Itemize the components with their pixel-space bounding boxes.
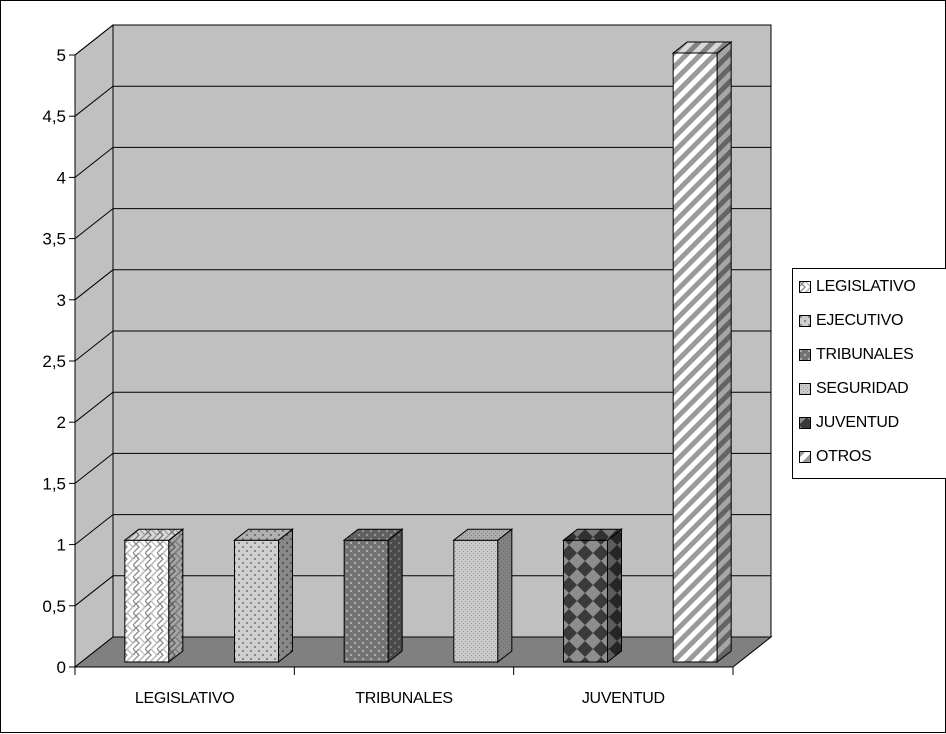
bars-group <box>123 40 733 664</box>
legend-swatch <box>799 417 811 429</box>
legend-label: LEGISLATIVO <box>816 278 916 295</box>
legend: LEGISLATIVO EJECUTIVO TRIBUNALES SEGURIDAD J… <box>792 268 946 479</box>
bar-top <box>452 528 514 541</box>
x-tick-label: LEGISLATIVO <box>135 690 235 707</box>
gridline <box>74 24 771 56</box>
y-tick-label: 4 <box>57 168 66 187</box>
bar-top-shade <box>453 529 512 541</box>
bar-top <box>671 41 733 54</box>
legend-item: SEGURIDAD <box>799 376 909 402</box>
bar-front <box>234 539 279 663</box>
legend-swatch <box>799 383 811 395</box>
y-tick-label: 5 <box>57 46 66 65</box>
bar-top-shade <box>563 529 622 541</box>
bar-tribunales <box>342 528 404 664</box>
bar-top <box>123 528 185 541</box>
y-tick-label: 0 <box>57 658 66 677</box>
legend-swatch <box>799 349 811 361</box>
legend-label: OTROS <box>816 448 872 465</box>
bar-side-shade <box>388 529 403 662</box>
gridline <box>74 575 771 607</box>
bar-front <box>672 52 718 663</box>
bar-ejecutivo <box>233 528 294 664</box>
gridlines <box>74 24 771 607</box>
x-tick-label: JUVENTUD <box>582 690 665 707</box>
bar-top <box>342 528 404 541</box>
legend-swatch <box>799 451 811 463</box>
legend-swatch <box>799 315 811 327</box>
bar-top-shade <box>234 529 293 541</box>
bar-top-shade <box>344 529 403 541</box>
legend-item: OTROS <box>799 444 872 470</box>
bar-side-shade <box>497 529 512 662</box>
y-tick-label: 3,5 <box>42 230 66 249</box>
bar-legislativo <box>123 528 185 664</box>
y-tick-label: 0,5 <box>42 597 66 616</box>
bar-side-shade <box>168 529 183 662</box>
bar-top-shade <box>673 42 732 53</box>
bar-otros <box>671 40 733 664</box>
legend-item: LEGISLATIVO <box>799 274 916 300</box>
y-tick-label: 3 <box>57 291 66 310</box>
legend-label: EJECUTIVO <box>816 312 904 329</box>
gridline <box>74 452 771 484</box>
bar-juventud <box>562 528 623 664</box>
gridline <box>74 146 771 178</box>
bar-side-shade <box>717 42 732 662</box>
bar-front <box>343 539 389 663</box>
bar-front <box>124 539 170 663</box>
legend-item: TRIBUNALES <box>799 342 914 368</box>
legend-label: TRIBUNALES <box>816 346 914 363</box>
gridline <box>74 269 771 301</box>
y-tick-labels: 0 0,5 1 1,5 2 2,5 3 3,5 4 4,5 5 <box>42 46 66 677</box>
legend-item: JUVENTUD <box>799 410 899 436</box>
legend-swatch <box>799 281 811 293</box>
y-tick-label: 1 <box>57 536 66 555</box>
legend-item: EJECUTIVO <box>799 308 903 334</box>
y-tick-label: 1,5 <box>42 474 66 493</box>
x-tick-labels: LEGISLATIVO TRIBUNALES JUVENTUD <box>135 690 665 707</box>
bar-top-shade <box>124 529 183 541</box>
gridline <box>74 391 771 423</box>
y-tick-label: 2,5 <box>42 352 66 371</box>
axes <box>69 54 734 675</box>
bar-side-shade <box>278 529 293 662</box>
bar-front <box>453 539 499 663</box>
gridline <box>74 85 771 117</box>
legend-label: SEGURIDAD <box>816 380 909 397</box>
gridline <box>74 208 771 239</box>
legend-label: JUVENTUD <box>816 414 899 431</box>
gridline <box>74 330 771 362</box>
bar-side-shade <box>607 529 622 662</box>
y-tick-label: 4,5 <box>42 107 66 126</box>
bar-front <box>563 539 608 663</box>
bar-seguridad <box>452 528 514 664</box>
bar-top <box>233 528 294 541</box>
bar-top <box>562 528 623 541</box>
y-tick-label: 2 <box>57 413 66 432</box>
x-tick-label: TRIBUNALES <box>355 690 452 707</box>
gridline <box>74 514 771 545</box>
